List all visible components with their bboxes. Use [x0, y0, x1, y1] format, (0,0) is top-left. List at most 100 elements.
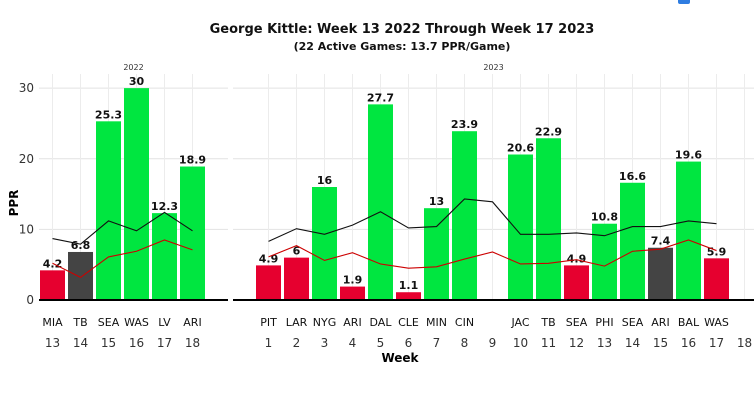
- week-tick-label: 11: [541, 336, 556, 350]
- opponent-label: ARI: [651, 316, 669, 329]
- data-label: 5.9: [707, 245, 727, 258]
- opponent-label: WAS: [124, 316, 149, 329]
- bar: [564, 265, 589, 300]
- data-label: 4.9: [259, 252, 279, 265]
- week-tick-label: 12: [569, 336, 584, 350]
- opponent-label: JAC: [510, 316, 529, 329]
- opponent-label: MIN: [426, 316, 447, 329]
- bar: [312, 187, 337, 300]
- bar: [396, 292, 421, 300]
- week-tick-label: 14: [625, 336, 640, 350]
- week-tick-label: 10: [513, 336, 528, 350]
- chart-title: George Kittle: Week 13 2022 Through Week…: [209, 22, 595, 37]
- opponent-label: BAL: [678, 316, 700, 329]
- opponent-label: PIT: [260, 316, 277, 329]
- toolbar-icon[interactable]: [678, 0, 690, 4]
- y-axis-label: PPR: [7, 190, 21, 217]
- week-tick-label: 17: [157, 336, 172, 350]
- bar: [96, 121, 121, 300]
- opponent-label: LV: [158, 316, 171, 329]
- week-tick-label: 7: [433, 336, 441, 350]
- data-label: 1.1: [399, 279, 419, 292]
- week-tick-label: 6: [405, 336, 413, 350]
- data-label: 25.3: [95, 108, 122, 121]
- data-label: 6: [293, 245, 301, 258]
- data-label: 16.6: [619, 170, 646, 183]
- week-tick-label: 9: [489, 336, 497, 350]
- data-label: 4.9: [567, 252, 587, 265]
- bar: [284, 257, 309, 300]
- bar: [368, 104, 393, 301]
- bar: [124, 88, 149, 300]
- y-tick-label: 0: [26, 293, 34, 307]
- opponent-label: TB: [540, 316, 555, 329]
- opponent-label: ARI: [343, 316, 361, 329]
- bar: [68, 251, 93, 300]
- te12-line: [268, 198, 717, 242]
- week-tick-label: 14: [73, 336, 88, 350]
- bar: [648, 247, 673, 300]
- opponent-label: ARI: [183, 316, 201, 329]
- data-label: 30: [129, 75, 145, 88]
- opponent-label: TB: [72, 316, 87, 329]
- te24-line: [268, 239, 717, 269]
- data-label: 19.6: [675, 149, 702, 162]
- bar: [152, 213, 177, 300]
- y-tick-label: 20: [19, 152, 34, 166]
- bar: [620, 182, 645, 300]
- opponent-label: PHI: [595, 316, 613, 329]
- data-label: 1.9: [343, 274, 363, 287]
- bar: [180, 166, 205, 300]
- te24-line: [52, 239, 193, 279]
- bar: [676, 161, 701, 300]
- week-tick-label: 1: [265, 336, 273, 350]
- week-tick-label: 16: [681, 336, 696, 350]
- opponent-label: SEA: [622, 316, 644, 329]
- te12-line: [52, 211, 193, 245]
- opponent-label: SEA: [566, 316, 588, 329]
- week-tick-label: 13: [597, 336, 612, 350]
- x-axis-label: Week: [381, 351, 419, 365]
- opponent-label: WAS: [704, 316, 729, 329]
- data-label: 16: [317, 174, 333, 187]
- data-label: 27.7: [367, 91, 394, 104]
- week-tick-label: 13: [45, 336, 60, 350]
- panel-strip-label: 2022: [123, 63, 143, 72]
- opponent-label: SEA: [98, 316, 120, 329]
- opponent-label: NYG: [313, 316, 336, 329]
- data-label: 18.9: [179, 154, 206, 167]
- week-tick-label: 4: [349, 336, 357, 350]
- opponent-label: CIN: [455, 316, 474, 329]
- bar: [40, 270, 65, 300]
- bar: [340, 286, 365, 300]
- y-tick-label: 10: [19, 222, 34, 236]
- week-tick-label: 17: [709, 336, 724, 350]
- panel-2023: [233, 74, 754, 300]
- data-label: 7.4: [651, 235, 671, 248]
- y-tick-label: 30: [19, 81, 34, 95]
- week-tick-label: 15: [653, 336, 668, 350]
- week-tick-label: 8: [461, 336, 469, 350]
- data-label: 6.8: [71, 239, 91, 252]
- bar: [256, 265, 281, 300]
- opponent-label: LAR: [286, 316, 308, 329]
- opponent-label: DAL: [370, 316, 393, 329]
- data-label: 12.3: [151, 200, 178, 213]
- week-tick-label: 3: [321, 336, 329, 350]
- bar: [424, 208, 449, 300]
- week-tick-label: 5: [377, 336, 385, 350]
- panel-strip-label: 2023: [483, 63, 503, 72]
- bar: [508, 154, 533, 300]
- bar: [452, 131, 477, 300]
- data-label: 10.8: [591, 211, 618, 224]
- chart-subtitle: (22 Active Games: 13.7 PPR/Game): [293, 40, 511, 53]
- week-tick-label: 18: [737, 336, 752, 350]
- data-label: 13: [429, 195, 444, 208]
- bar: [704, 258, 729, 300]
- week-tick-label: 15: [101, 336, 116, 350]
- data-label: 23.9: [451, 118, 478, 131]
- data-label: 22.9: [535, 125, 562, 138]
- bar: [536, 138, 561, 300]
- week-tick-label: 16: [129, 336, 144, 350]
